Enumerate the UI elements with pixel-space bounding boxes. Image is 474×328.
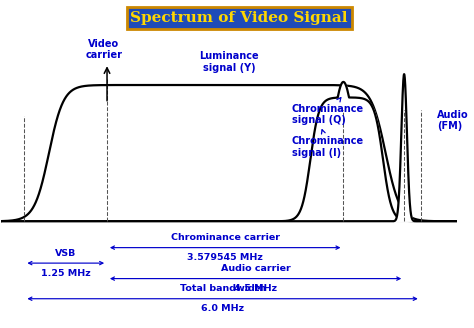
Text: Video
carrier: Video carrier <box>85 39 122 60</box>
Text: Total bandwidth: Total bandwidth <box>180 284 265 293</box>
Text: VSB: VSB <box>55 249 76 258</box>
Text: Luminance
signal (Y): Luminance signal (Y) <box>200 51 259 72</box>
Text: 3.579545 MHz: 3.579545 MHz <box>187 253 263 262</box>
Text: Chrominance
signal (I): Chrominance signal (I) <box>292 130 364 158</box>
Text: 4.5 MHz: 4.5 MHz <box>234 284 277 293</box>
Text: Chrominance
signal (Q): Chrominance signal (Q) <box>292 98 364 125</box>
Text: 1.25 MHz: 1.25 MHz <box>41 269 91 277</box>
Text: 6.0 MHz: 6.0 MHz <box>201 304 244 313</box>
Text: Chrominance carrier: Chrominance carrier <box>171 233 280 242</box>
Text: Spectrum of Video Signal: Spectrum of Video Signal <box>130 11 348 25</box>
Text: Audio
(FM): Audio (FM) <box>437 110 469 132</box>
Text: Audio carrier: Audio carrier <box>221 264 291 273</box>
